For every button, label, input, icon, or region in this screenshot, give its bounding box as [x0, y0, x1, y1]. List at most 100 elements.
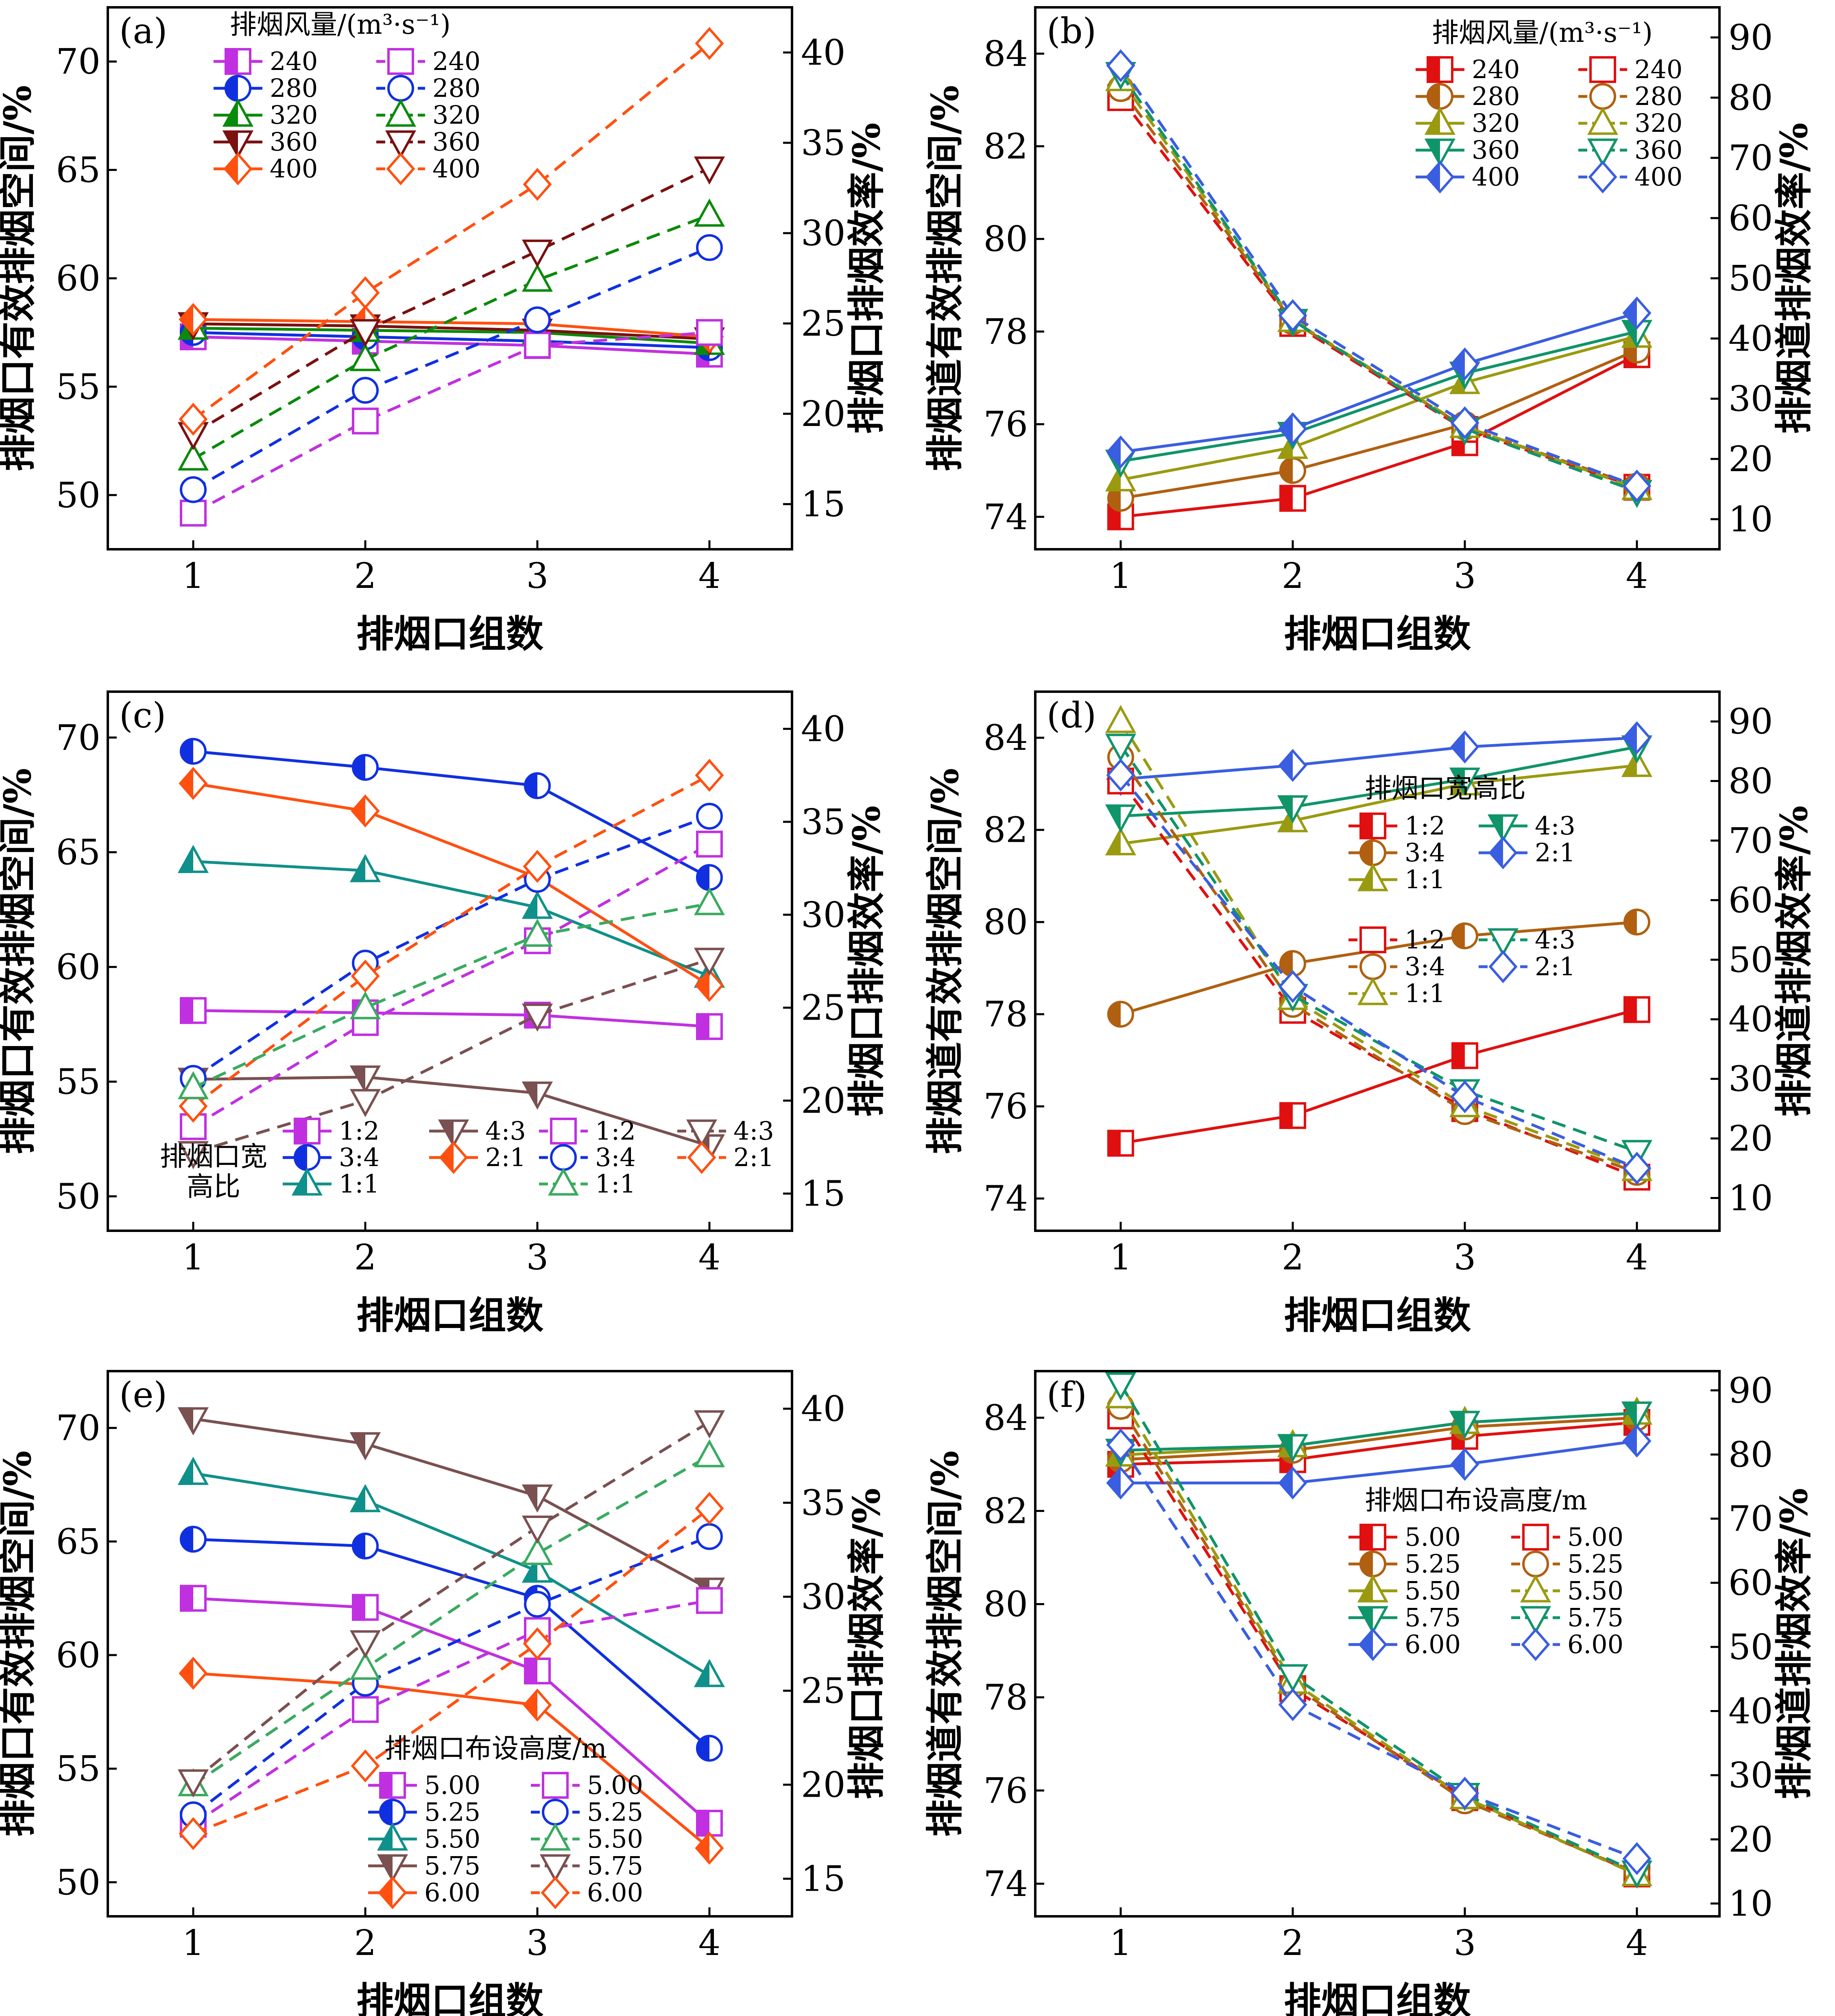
series-line-left-5.75 [193, 1417, 710, 1591]
legend-label: 4:3 [485, 1116, 526, 1146]
data-point-right-5.75 [694, 1410, 725, 1439]
x-axis-title: 排烟口组数 [356, 1293, 543, 1337]
x-axis-title: 排烟口组数 [356, 1979, 543, 2016]
data-point-right-1:1 [177, 1071, 209, 1099]
data-point-right-4:3 [521, 1003, 553, 1032]
legend-label: 5.75 [424, 1851, 480, 1881]
y-tick-label: 60 [56, 947, 100, 988]
data-point-right-1:1 [694, 887, 725, 915]
data-point-right-400 [1450, 406, 1479, 439]
series-line-right-5.75 [192, 1420, 710, 1782]
y2-tick-label: 90 [1728, 701, 1773, 742]
legend-label: 5.75 [587, 1851, 643, 1881]
y-tick-label: 76 [984, 404, 1028, 445]
data-point-left-3:4-fill [696, 864, 709, 891]
data-point-right-400 [351, 276, 380, 310]
y2-tick-label: 20 [801, 1081, 845, 1121]
data-point-right-2:1 [1278, 970, 1307, 1003]
series-line-right-5.25 [1119, 1405, 1638, 1874]
y-axis-title: 排烟道有效排烟空间/% [923, 85, 967, 471]
data-point-right-2:1 [1450, 1080, 1479, 1114]
x-tick-label: 4 [1626, 556, 1648, 596]
series-line-right-240 [1119, 96, 1638, 489]
y-tick-label: 60 [56, 258, 100, 299]
data-point-left-5.25-fill [352, 1532, 365, 1560]
legend-label: 320 [432, 100, 480, 130]
series-line-right-400 [192, 42, 711, 421]
data-point-left-2:1-fill [695, 969, 709, 1002]
y2-axis-title: 排烟道排烟效率/% [1772, 1488, 1816, 1799]
y-tick-label: 84 [984, 34, 1028, 74]
legend-label: 280 [1634, 81, 1682, 111]
legend-marker-fill [379, 1799, 393, 1826]
data-point-left-280-fill [1107, 485, 1121, 512]
legend-marker-fill [1424, 107, 1440, 135]
data-point-left-5.75-fill [177, 1407, 193, 1435]
legend-marker-fill [1358, 1628, 1373, 1661]
series-line-right-1:1 [192, 902, 710, 1089]
y2-tick-label: 30 [801, 213, 845, 254]
data-point-right-5.25 [696, 1523, 723, 1550]
data-point-right-280 [352, 377, 379, 404]
legend-label: 1:2 [1405, 925, 1445, 954]
legend-marker-fill [1359, 813, 1373, 839]
legend-marker-fill [1359, 1551, 1373, 1577]
data-point-left-2:1-fill [1278, 749, 1293, 782]
legend-marker-fill [379, 1772, 393, 1799]
y2-axis-title: 排烟口排烟效率/% [844, 122, 888, 434]
y-tick-label: 74 [984, 1179, 1028, 1219]
data-point-left-6.00-fill [1622, 1424, 1637, 1458]
legend-label: 240 [1634, 55, 1682, 84]
legend-marker [542, 1772, 569, 1799]
legend-title: 排烟口布设高度/m [1365, 1485, 1587, 1516]
data-point-left-400-fill [1278, 412, 1293, 446]
y2-tick-label: 30 [1728, 1059, 1773, 1100]
legend-marker-fill [377, 1822, 393, 1851]
data-point-left-4:3-fill [1449, 767, 1465, 796]
series-line-right-4:3 [192, 958, 710, 1154]
y-tick-label: 82 [984, 127, 1028, 167]
data-point-left-400-fill [1450, 347, 1465, 381]
data-point-left-6.00-fill [1106, 1466, 1121, 1500]
data-point-right-240 [180, 500, 207, 527]
x-tick-label: 4 [698, 1237, 721, 1278]
y2-tick-label: 10 [1728, 1883, 1773, 1924]
y-tick-label: 78 [984, 312, 1028, 352]
data-point-left-1:2-fill [1279, 1102, 1293, 1129]
panel-label: (f) [1047, 1375, 1087, 1415]
panel-label: (a) [119, 11, 167, 52]
legend-marker-fill [222, 130, 238, 159]
legend-label: 5.50 [587, 1824, 643, 1854]
data-point-right-360 [349, 319, 381, 347]
legend-label: 6.00 [1405, 1629, 1461, 1659]
legend-label: 240 [1472, 55, 1520, 84]
series-line-left-1:1 [1120, 764, 1637, 845]
legend-label: 3:4 [339, 1142, 380, 1172]
y2-tick-label: 30 [1728, 379, 1773, 419]
legend-label: 5.50 [1567, 1576, 1623, 1605]
data-point-right-5.75 [349, 1630, 381, 1659]
data-point-right-6.00 [1450, 1776, 1479, 1810]
y2-tick-label: 30 [801, 895, 845, 935]
y2-tick-label: 20 [801, 394, 845, 435]
data-point-left-6.00-fill [523, 1688, 537, 1722]
data-point-left-4:3-fill [1105, 804, 1121, 833]
data-point-left-3:4-fill [180, 738, 193, 765]
data-point-right-360 [521, 239, 553, 268]
data-point-left-400-fill [1622, 296, 1637, 330]
series-line-right-6.00 [192, 1507, 711, 1835]
y2-tick-label: 25 [801, 304, 845, 344]
series-line-left-400 [1120, 312, 1637, 454]
data-point-right-320 [521, 263, 553, 292]
legend-marker [1589, 83, 1616, 110]
data-point-right-400 [1106, 49, 1135, 83]
data-point-right-4:3 [694, 948, 725, 976]
series-line-left-6.00 [1121, 1439, 1637, 1485]
legend-marker-fill [377, 1854, 393, 1883]
y-axis-title: 排烟道有效排烟空间/% [923, 768, 967, 1154]
legend-label: 1:1 [1405, 865, 1445, 894]
data-point-right-240 [696, 319, 723, 346]
panel-label: (b) [1047, 11, 1096, 52]
y-tick-label: 76 [984, 1086, 1028, 1127]
